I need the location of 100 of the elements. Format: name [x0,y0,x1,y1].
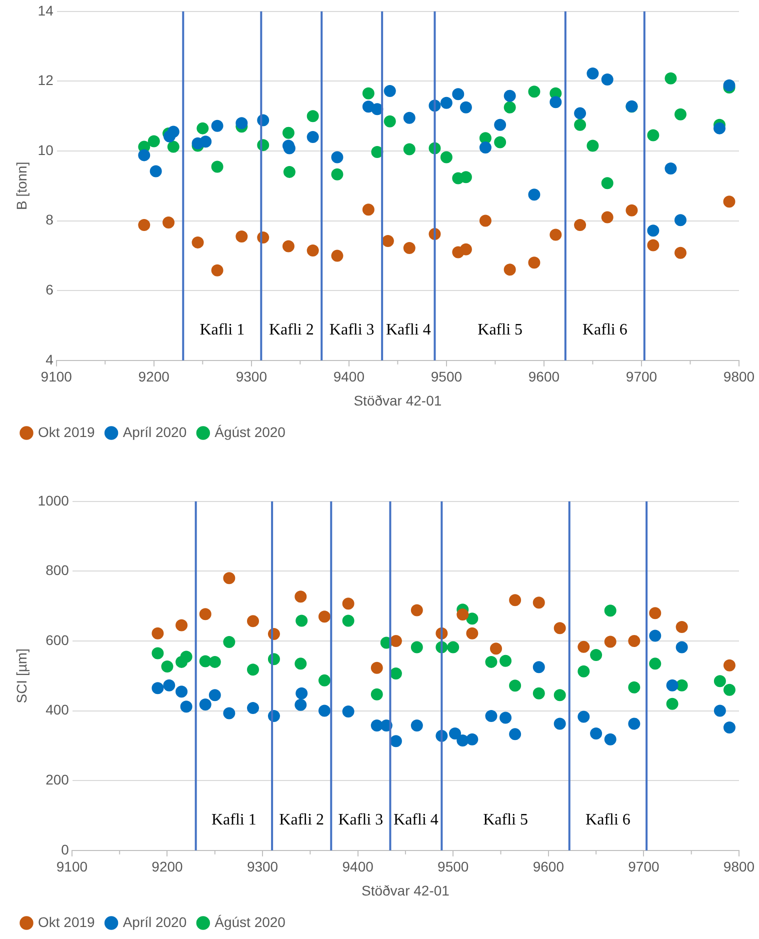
point [294,658,307,670]
point [554,622,566,634]
point [331,250,344,262]
point [148,135,160,148]
point [578,665,590,678]
point [150,165,162,178]
point [664,162,677,174]
point [532,661,545,674]
y-tick-label: 14 [38,2,54,18]
y-axis-title: B [tonn] [13,162,30,210]
point [479,214,492,227]
point [504,264,516,276]
point [601,73,614,86]
point [331,151,344,164]
point [723,684,736,696]
point [666,698,678,710]
ref-line-label: Kafli 6 [586,812,630,829]
point [152,682,164,694]
y-tick-label: 12 [38,72,54,88]
point [410,641,423,654]
point [296,614,308,627]
point [574,107,586,120]
point [466,733,478,746]
x-tick-label: 9700 [628,858,660,875]
point [456,734,469,746]
point [440,96,452,109]
point [152,627,164,640]
ref-line-label: Kafli 5 [478,322,523,339]
point [236,117,248,130]
point [590,727,602,740]
point [152,647,164,660]
point [167,126,180,138]
point [550,228,562,241]
point [479,132,492,144]
point [318,704,330,717]
x-tick-label: 9800 [723,368,755,385]
point [466,627,478,640]
point [676,641,688,654]
point [504,101,516,114]
point [723,659,736,672]
legend-label: Ágúst 2020 [214,424,286,440]
x-tick-label: 9100 [56,858,88,875]
point [410,719,423,732]
point [574,218,586,231]
ref-line-label: Kafli 6 [582,322,628,339]
point [674,246,686,259]
point [466,612,478,625]
point [628,635,640,647]
point [494,118,506,131]
point [180,700,192,713]
point [306,131,319,144]
x-axis-title: Stöðvar 42-01 [354,392,442,408]
point [294,590,307,603]
point [342,598,354,610]
point [452,88,464,100]
point [382,235,394,248]
point [723,722,736,734]
point [208,689,221,702]
ref-line-label: Kafli 4 [394,812,438,829]
x-tick-label: 9200 [152,858,184,875]
point [390,735,402,748]
legend-label: Ágúst 2020 [214,914,286,930]
y-tick-label: 4 [46,351,54,368]
y-tick-label: 1000 [38,492,70,508]
point [714,675,726,688]
point [390,667,402,680]
ref-line-label: Kafli 1 [200,322,245,339]
point [223,707,236,720]
point [163,679,176,692]
point [306,244,319,256]
point [485,656,498,668]
point [362,87,374,100]
point [550,96,562,108]
point [384,115,396,128]
point [236,230,248,243]
point [196,122,209,134]
point [342,614,354,627]
ref-line-label: Kafli 3 [338,812,384,829]
point [714,704,726,717]
point [604,636,616,648]
y-tick-label: 800 [46,562,70,578]
point [604,733,616,746]
point [362,204,374,216]
point [223,636,236,648]
point [578,710,590,723]
point [460,101,472,114]
point [500,712,512,724]
point [460,171,472,184]
point [628,681,640,694]
point [384,84,396,97]
point [649,607,662,620]
point [162,216,175,229]
x-tick-label: 9800 [723,858,755,875]
point [306,110,319,122]
ref-line-label: Kafli 3 [329,322,374,339]
point [528,86,540,98]
point [460,243,472,256]
point [223,572,236,584]
point [713,122,726,134]
point [403,242,416,254]
